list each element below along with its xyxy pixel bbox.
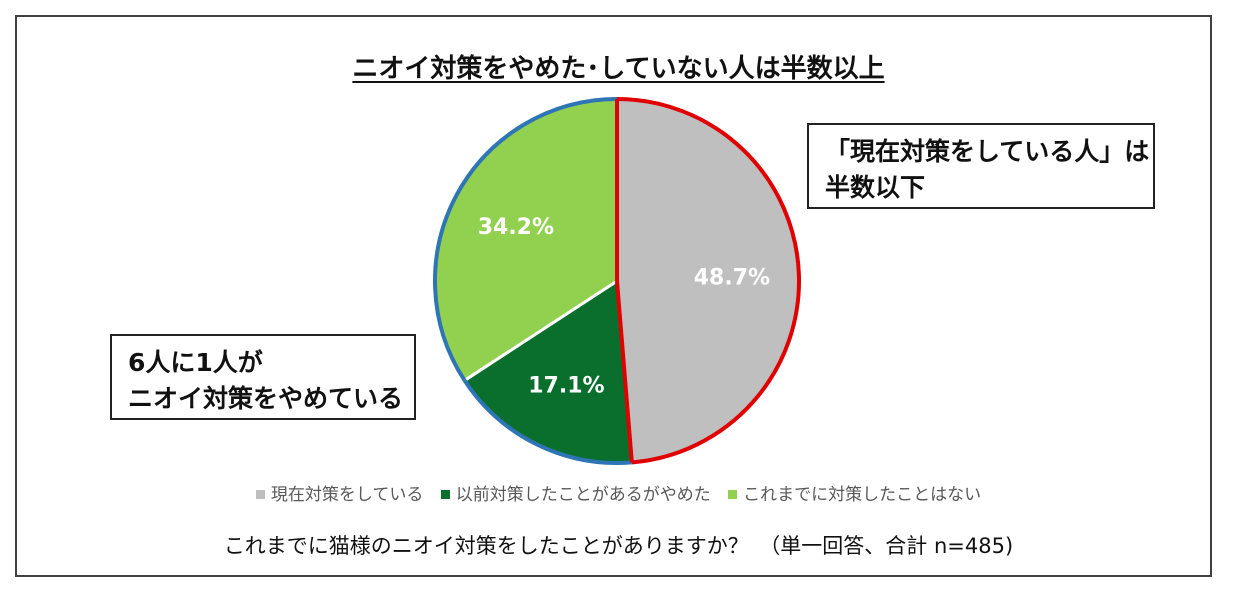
legend-swatch-never [728, 489, 738, 499]
pie-label-never: 34.2% [478, 215, 554, 240]
chart-title: ニオイ対策をやめた･していない人は半数以上 [0, 48, 1237, 85]
legend-item-never: これまでに対策したことはない [728, 480, 981, 505]
pie-label-stopped: 17.1% [528, 373, 604, 398]
callout-left-line1: 6人に1人が [128, 348, 263, 377]
legend-swatch-stopped [440, 489, 450, 499]
pie-slices [433, 97, 801, 465]
legend-label-stopped: 以前対策したことがあるがやめた [455, 485, 711, 505]
callout-right-line1: 「現在対策をしている人」は [825, 137, 1150, 166]
pie-slice-current-highlight [615, 99, 634, 463]
legend-item-current: 現在対策をしている [255, 480, 424, 505]
pie-label-current: 48.7% [694, 265, 770, 290]
callout-right: 「現在対策をしている人」は 半数以下 [807, 123, 1155, 209]
chart-legend: 現在対策をしている 以前対策したことがあるがやめた これまでに対策したことはない [0, 480, 1237, 505]
pie-slice-never-outline [433, 97, 618, 382]
pie-labels: 48.7% 17.1% 34.2% [478, 215, 770, 398]
survey-question: これまでに猫様のニオイ対策をしたことがありますか？ （単一回答、合計 n=485… [223, 534, 1014, 558]
callout-left: 6人に1人が ニオイ対策をやめている [110, 334, 416, 420]
pie-slice-current-outline [616, 97, 801, 465]
legend-label-current: 現在対策をしている [270, 485, 424, 505]
callout-left-line2: ニオイ対策をやめている [128, 384, 404, 413]
legend-item-stopped: 以前対策したことがあるがやめた [440, 480, 711, 505]
legend-swatch-current [255, 489, 265, 499]
chart-title-text: ニオイ対策をやめた･していない人は半数以上 [352, 54, 885, 84]
callout-right-line2: 半数以下 [825, 173, 926, 202]
legend-label-never: これまでに対策したことはない [743, 485, 982, 505]
pie-slice-stopped-outline [462, 379, 633, 465]
